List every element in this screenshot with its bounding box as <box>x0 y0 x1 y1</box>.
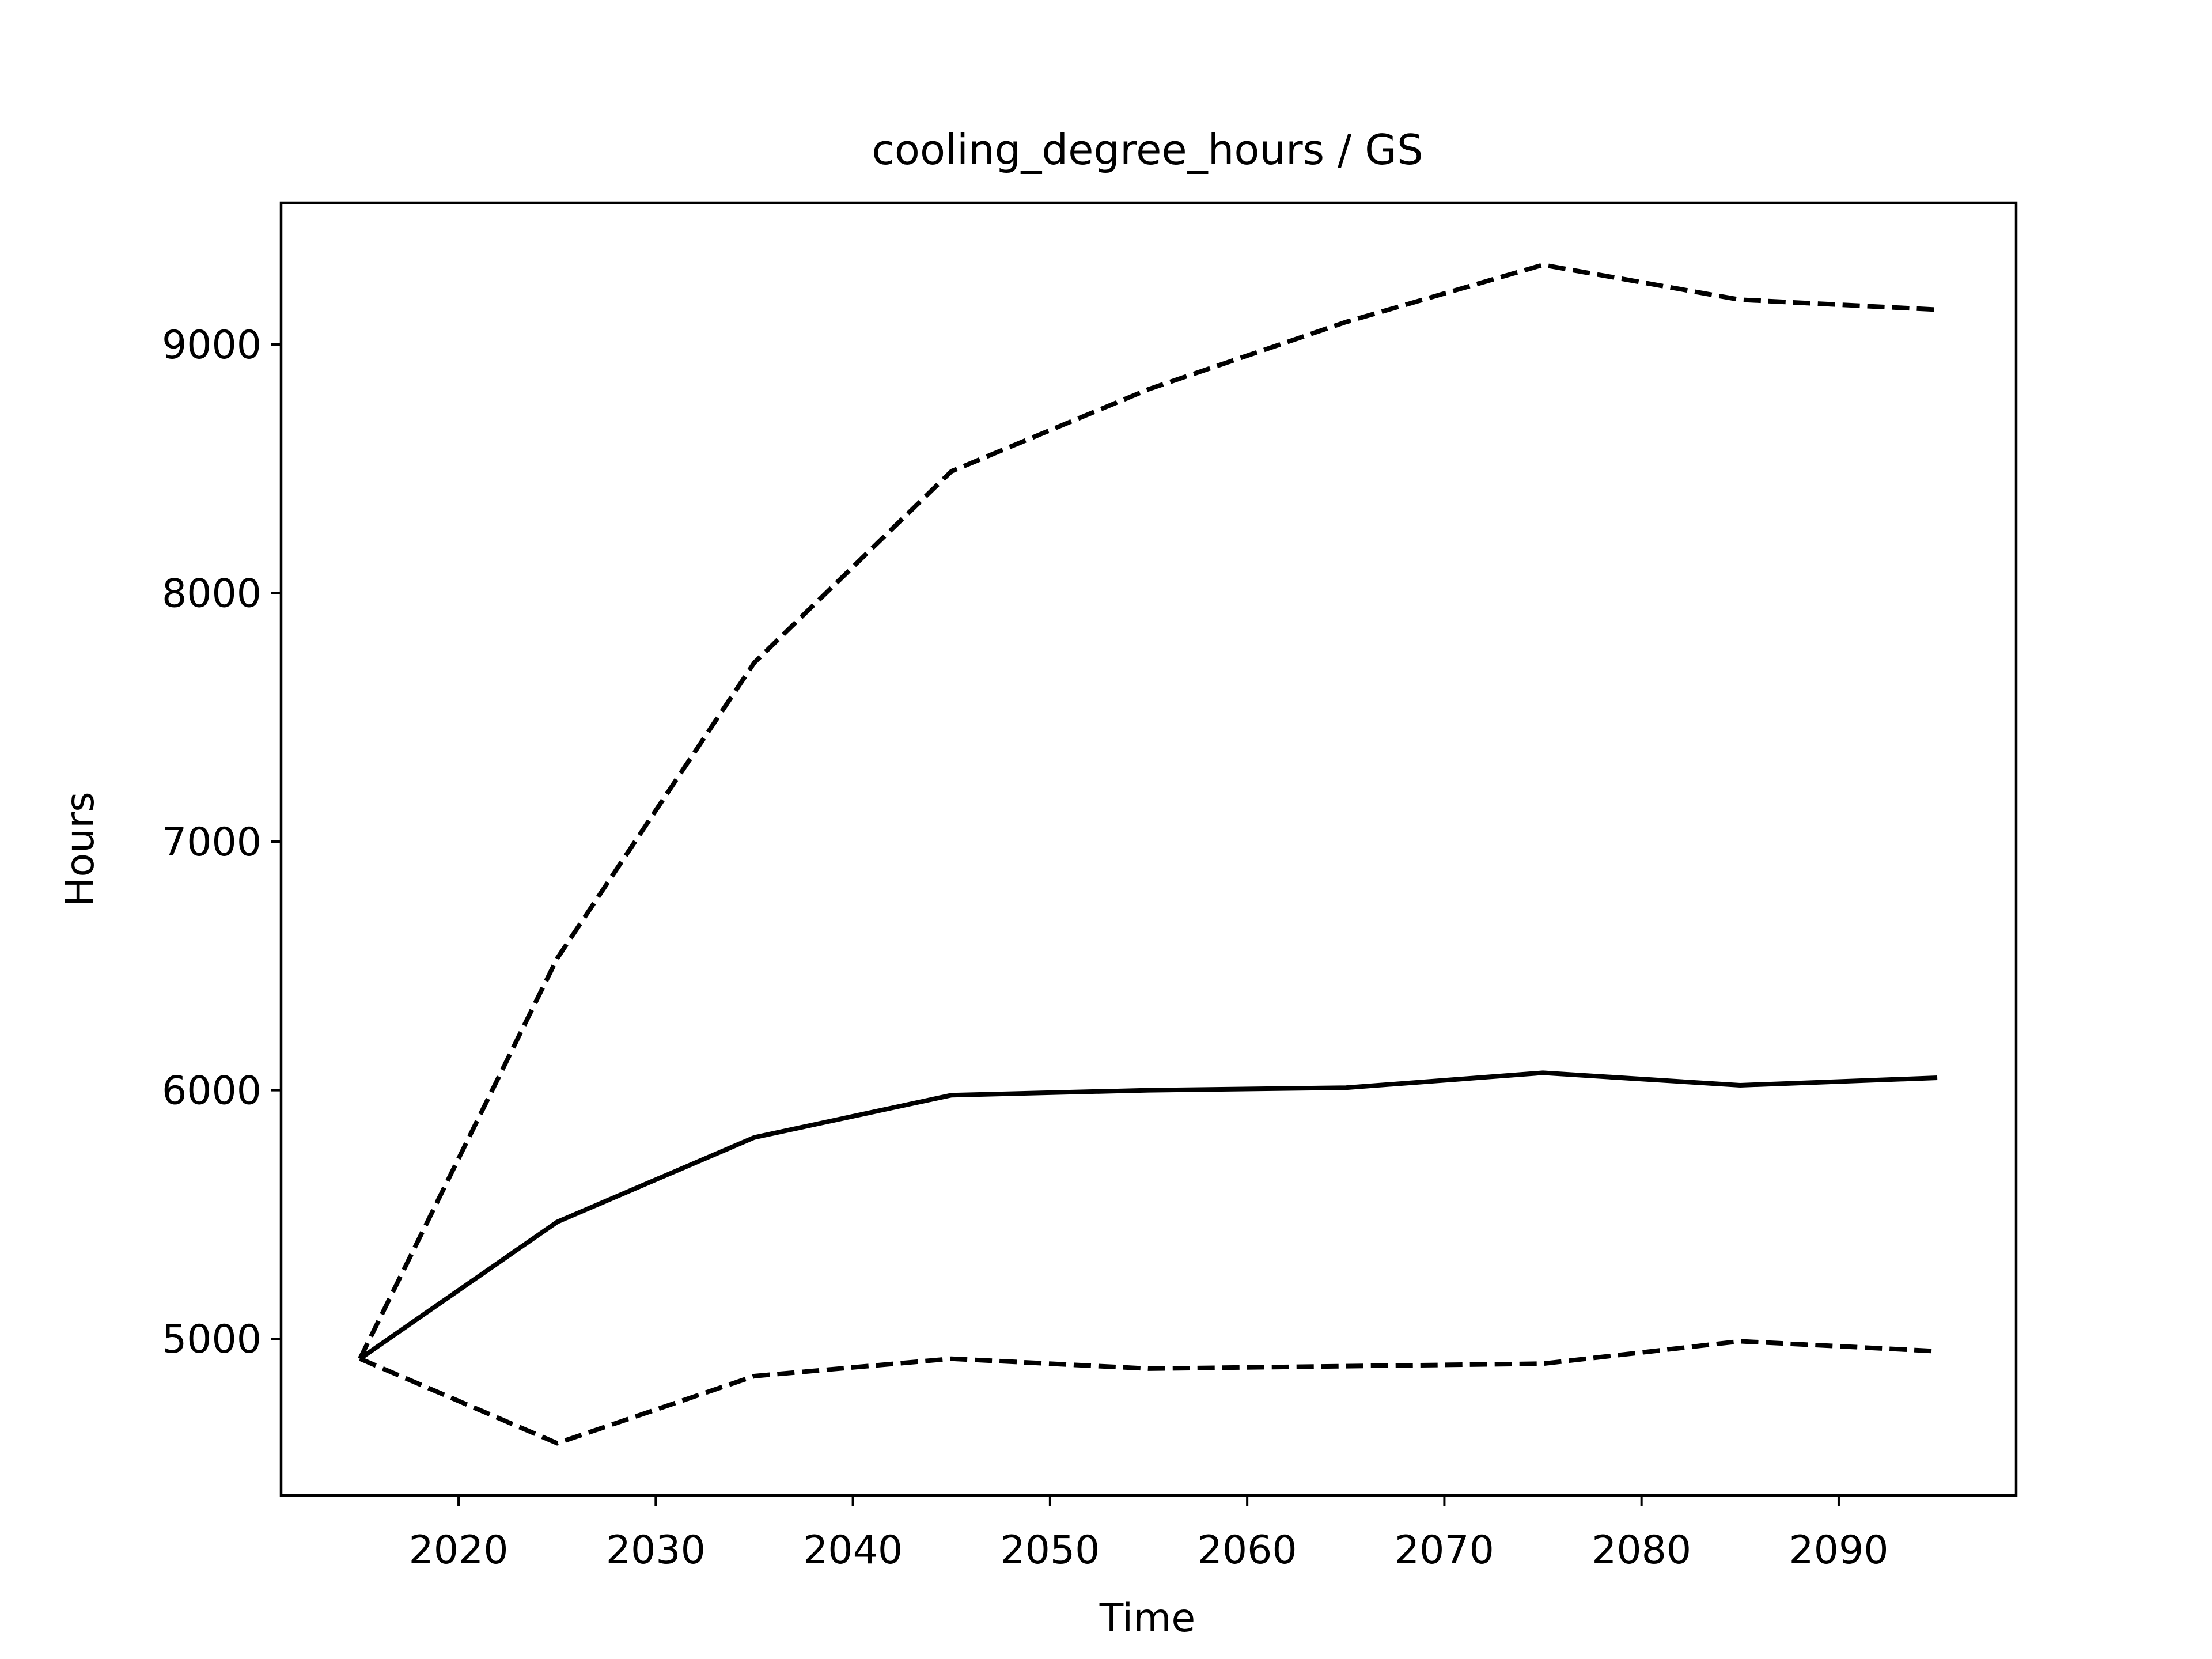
series-layer <box>358 262 1938 1446</box>
y-tick-label: 9000 <box>162 323 262 368</box>
y-tick-label: 7000 <box>162 820 262 865</box>
tick-layer: 2020 2030 2040 2050 2060 2070 2080 2090 5000 6000… <box>162 323 1889 1573</box>
chart-title: cooling_degree_hours / GS <box>872 126 1423 174</box>
x-tick-label: 2040 <box>803 1528 903 1573</box>
x-tick-label: 2080 <box>1592 1528 1691 1573</box>
series-line-1-dashed <box>358 262 1938 1360</box>
plot-frame <box>279 201 2018 1497</box>
x-tick-label: 2050 <box>1000 1528 1100 1573</box>
x-axis-label: Time <box>1099 1596 1195 1641</box>
x-tick-label: 2020 <box>409 1528 509 1573</box>
y-axis-label: Hours <box>58 791 103 906</box>
x-tick-label: 2060 <box>1198 1528 1297 1573</box>
x-tick-label: 2030 <box>606 1528 706 1573</box>
series-line-2-solid <box>358 1070 1938 1361</box>
x-tick-label: 2090 <box>1789 1528 1888 1573</box>
series-line-3-dashed <box>359 1339 1938 1446</box>
y-tick-label: 8000 <box>162 571 262 617</box>
y-tick-label: 5000 <box>162 1317 262 1362</box>
x-tick-label: 2070 <box>1395 1528 1494 1573</box>
y-tick-label: 6000 <box>162 1069 262 1114</box>
